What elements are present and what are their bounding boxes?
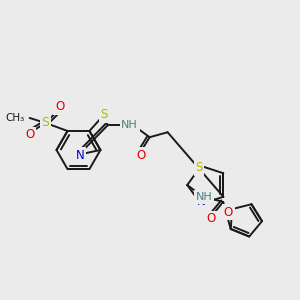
Text: S: S bbox=[42, 116, 50, 129]
Text: O: O bbox=[224, 206, 233, 219]
Text: S: S bbox=[195, 161, 203, 175]
Text: O: O bbox=[55, 100, 64, 113]
Text: N: N bbox=[197, 194, 206, 208]
Text: N: N bbox=[76, 149, 84, 162]
Text: O: O bbox=[136, 149, 145, 162]
Text: S: S bbox=[100, 108, 108, 121]
Text: NH: NH bbox=[121, 120, 138, 130]
Text: O: O bbox=[25, 128, 34, 141]
Text: NH: NH bbox=[196, 192, 213, 202]
Text: O: O bbox=[207, 212, 216, 226]
Text: CH₃: CH₃ bbox=[5, 113, 25, 123]
